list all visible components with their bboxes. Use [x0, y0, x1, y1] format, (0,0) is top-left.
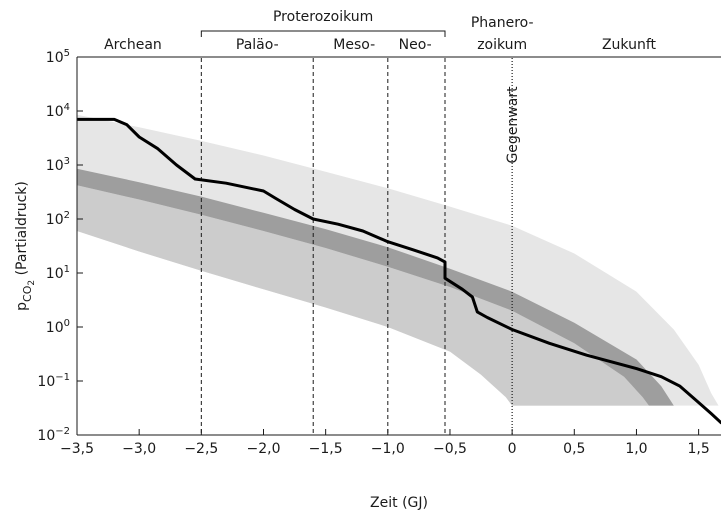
x-tick-label: −2,0: [246, 441, 280, 457]
uncertainty-bands: [77, 114, 719, 406]
y-tick-label: 101: [46, 264, 70, 282]
x-tick-label: 1,0: [625, 441, 647, 457]
era-labels: Archean Paläo- Meso- Neo- Phanero-zoikum Zuku…: [104, 9, 656, 53]
y-tick-label: 100: [46, 318, 70, 336]
x-tick-label: −1,5: [309, 441, 343, 457]
era-label: Archean: [104, 37, 162, 53]
x-tick-label: −0,5: [433, 441, 467, 457]
x-tick-label: −3,5: [60, 441, 94, 457]
band-mid: [77, 185, 649, 406]
plot-frame: [76, 56, 721, 436]
era-label: Paläo-: [236, 37, 279, 53]
era-label: zoikum: [477, 37, 527, 53]
x-axis-title: Zeit (GJ): [370, 495, 428, 511]
present-label: Gegenwart: [505, 86, 521, 164]
y-tick-label: 105: [46, 48, 70, 66]
y-tick-label: 104: [46, 102, 70, 120]
y-axis-title: pCO2 (Partialdruck): [14, 181, 37, 311]
era-label: Neo-: [399, 37, 432, 53]
y-tick-label: 10−1: [37, 372, 70, 390]
y-tick-label: 102: [46, 210, 70, 228]
x-tick-label: 0: [508, 441, 517, 457]
x-tick-label: −3,0: [122, 441, 156, 457]
data-lines: [77, 117, 721, 425]
supergroup-label: Proterozoikum: [273, 9, 373, 25]
x-tick-label: −1,0: [371, 441, 405, 457]
x-tick-label: 1,5: [687, 441, 709, 457]
co2-series-line: [77, 117, 721, 425]
x-axis-ticks: −3,5 −3,0 −2,5 −2,0 −1,5 −1,0 −0,5 0 0,5 1,0 1,5: [60, 429, 710, 457]
y-axis-ticks: 10−2 10−1 100 101 102 103 104 105: [37, 48, 83, 444]
y-tick-label: 10−2: [37, 426, 70, 444]
era-label: Meso-: [333, 37, 375, 53]
band-inner: [77, 168, 674, 406]
era-label: Zukunft: [602, 37, 657, 53]
y-tick-label: 103: [46, 156, 70, 174]
x-tick-label: 0,5: [563, 441, 585, 457]
x-tick-label: −2,5: [184, 441, 218, 457]
era-boundaries: Gegenwart: [200, 58, 521, 435]
era-label: Phanero-: [471, 15, 534, 31]
proterozoic-bracket: [200, 30, 446, 37]
